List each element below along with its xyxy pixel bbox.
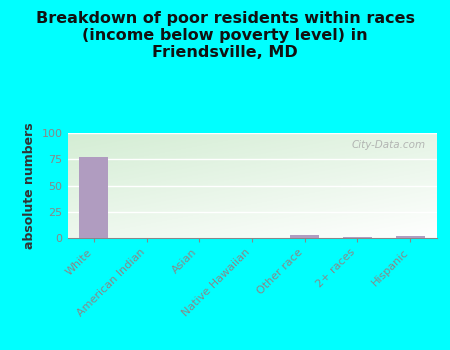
Bar [290, 235, 319, 238]
Y-axis label: absolute numbers: absolute numbers [23, 122, 36, 249]
Bar [396, 236, 425, 238]
Text: City-Data.com: City-Data.com [351, 140, 425, 150]
Text: Breakdown of poor residents within races
(income below poverty level) in
Friends: Breakdown of poor residents within races… [36, 10, 414, 60]
Bar [79, 157, 108, 238]
Bar [343, 237, 372, 238]
